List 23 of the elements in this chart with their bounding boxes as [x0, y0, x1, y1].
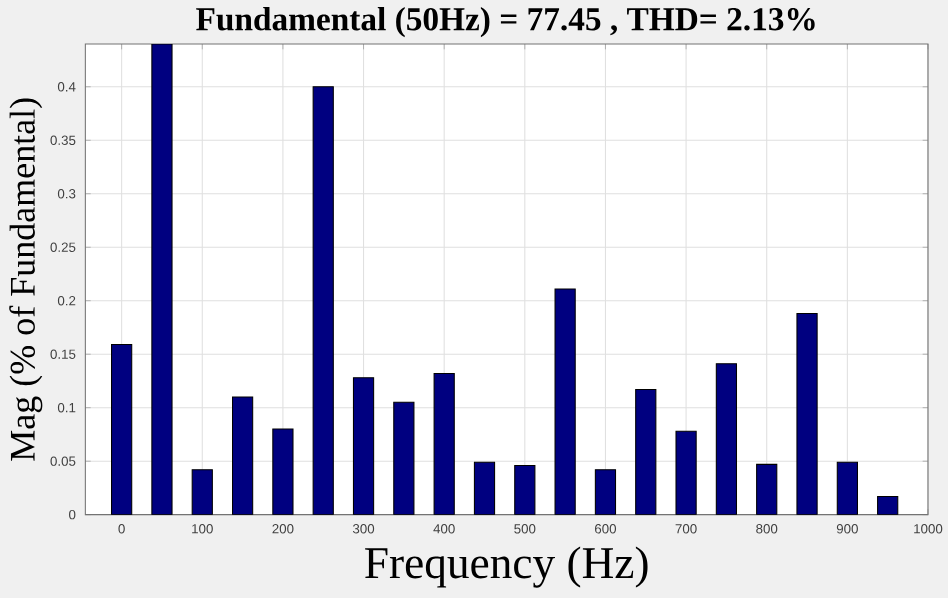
y-axis-title: Mag (% of Fundamental)	[9, 98, 43, 461]
chart-title: Fundamental (50Hz) = 77.45 , THD= 2.13%	[196, 7, 815, 38]
bar	[473, 461, 496, 515]
bar	[877, 495, 899, 515]
bar	[312, 86, 334, 515]
bar	[231, 396, 254, 515]
bar	[352, 377, 375, 515]
bar	[756, 463, 778, 515]
bar	[675, 430, 697, 515]
bar	[151, 44, 173, 515]
bar	[433, 372, 455, 515]
bar	[111, 344, 133, 515]
bar	[514, 464, 536, 515]
bar	[191, 469, 213, 515]
bar	[715, 363, 738, 515]
bar	[272, 428, 294, 515]
bar	[393, 401, 415, 515]
bar	[836, 461, 858, 515]
bar	[635, 388, 657, 515]
x-axis-title: Frequency (Hz)	[365, 546, 648, 588]
bar	[796, 313, 818, 515]
bar	[594, 469, 617, 515]
bar	[554, 288, 576, 515]
